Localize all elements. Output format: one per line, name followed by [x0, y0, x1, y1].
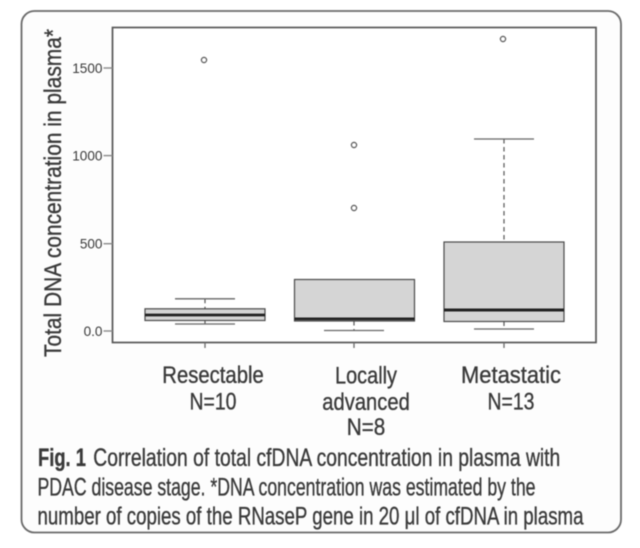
svg-text:Resectable: Resectable [162, 362, 263, 389]
svg-text:0.0: 0.0 [84, 324, 103, 339]
svg-text:N=10: N=10 [190, 389, 237, 416]
svg-text:500: 500 [80, 237, 103, 252]
svg-text:N=8: N=8 [347, 414, 386, 441]
svg-text:Locally: Locally [335, 362, 398, 389]
svg-text:N=13: N=13 [488, 389, 535, 416]
svg-text:Fig. 1: Fig. 1 [38, 444, 86, 472]
svg-text:PDAC disease stage. *DNA conce: PDAC disease stage. *DNA concentration w… [38, 473, 536, 501]
svg-text:advanced: advanced [322, 389, 410, 416]
svg-text:1500: 1500 [72, 61, 103, 76]
svg-text:Total DNA concentration in pla: Total DNA concentration in plasma* [40, 29, 67, 357]
svg-text:Metastatic: Metastatic [461, 362, 561, 389]
svg-text:1000: 1000 [72, 148, 103, 163]
svg-text:Correlation of total cfDNA con: Correlation of total cfDNA concentration… [93, 444, 560, 472]
svg-text:number of copies of the RNaseP: number of copies of the RNaseP gene in 2… [38, 502, 584, 530]
